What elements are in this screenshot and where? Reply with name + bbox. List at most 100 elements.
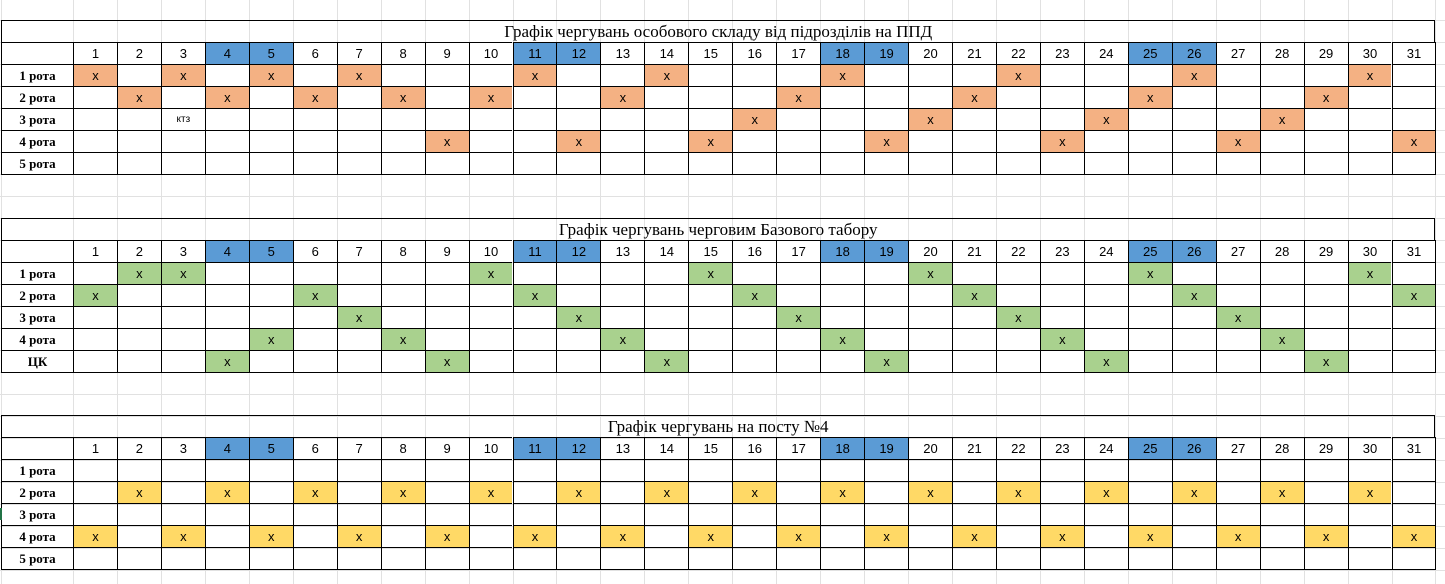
grid-cell[interactable] (1215, 328, 1260, 350)
duty-mark-cell[interactable]: х (336, 64, 381, 86)
grid-cell[interactable] (995, 328, 1040, 350)
grid-cell[interactable] (688, 86, 733, 108)
day-header-12[interactable]: 12 (556, 437, 601, 459)
grid-cell[interactable] (1303, 328, 1348, 350)
grid-cell[interactable] (468, 525, 513, 547)
grid-cell[interactable] (995, 86, 1040, 108)
grid-cell[interactable] (776, 152, 821, 174)
grid-cell[interactable] (1083, 306, 1128, 328)
duty-mark-cell[interactable]: х (468, 86, 513, 108)
grid-cell[interactable] (204, 503, 249, 525)
grid-cell[interactable] (73, 459, 117, 481)
grid-cell[interactable] (160, 481, 205, 503)
day-header-21[interactable]: 21 (952, 240, 996, 262)
grid-cell[interactable] (820, 130, 865, 152)
grid-cell[interactable] (1215, 547, 1260, 569)
grid-cell[interactable] (468, 328, 513, 350)
grid-cell[interactable] (160, 503, 205, 525)
grid-cell[interactable] (556, 459, 601, 481)
duty-mark-cell[interactable]: х (512, 525, 557, 547)
grid-cell[interactable] (776, 503, 821, 525)
day-header-16[interactable]: 16 (732, 42, 777, 64)
grid-cell[interactable] (1039, 86, 1084, 108)
grid-cell[interactable] (160, 130, 205, 152)
grid-cell[interactable] (204, 108, 249, 130)
grid-cell[interactable] (116, 152, 161, 174)
note-cell[interactable]: ктз (160, 108, 205, 130)
grid-cell[interactable] (556, 152, 601, 174)
grid-cell[interactable] (1171, 547, 1216, 569)
duty-mark-cell[interactable]: х (292, 86, 337, 108)
grid-cell[interactable] (116, 350, 161, 372)
duty-mark-cell[interactable]: х (380, 86, 425, 108)
grid-cell[interactable] (160, 350, 205, 372)
grid-cell[interactable] (292, 130, 337, 152)
grid-cell[interactable] (248, 481, 293, 503)
duty-mark-cell[interactable]: х (1127, 262, 1172, 284)
day-header-28[interactable]: 28 (1259, 240, 1304, 262)
grid-cell[interactable] (776, 547, 821, 569)
grid-cell[interactable] (1171, 86, 1216, 108)
duty-mark-cell[interactable]: х (600, 328, 645, 350)
row-label[interactable]: 1 рота (1, 64, 73, 86)
grid-cell[interactable] (160, 547, 205, 569)
grid-cell[interactable] (556, 503, 601, 525)
day-header-31[interactable]: 31 (1391, 240, 1436, 262)
grid-cell[interactable] (600, 306, 645, 328)
duty-mark-cell[interactable]: х (116, 86, 161, 108)
day-header-1[interactable]: 1 (73, 42, 117, 64)
duty-mark-cell[interactable]: х (1391, 525, 1436, 547)
grid-cell[interactable] (600, 481, 645, 503)
duty-mark-cell[interactable]: х (468, 262, 513, 284)
grid-cell[interactable] (1259, 306, 1304, 328)
row-label[interactable]: 4 рота (1, 525, 73, 547)
grid-cell[interactable] (116, 503, 161, 525)
grid-cell[interactable] (1039, 350, 1084, 372)
day-header-2[interactable]: 2 (116, 240, 161, 262)
day-header-14[interactable]: 14 (644, 437, 689, 459)
grid-cell[interactable] (644, 547, 689, 569)
duty-mark-cell[interactable]: х (204, 481, 249, 503)
grid-cell[interactable] (600, 108, 645, 130)
grid-cell[interactable] (864, 86, 909, 108)
grid-cell[interactable] (380, 262, 425, 284)
grid-cell[interactable] (556, 284, 601, 306)
day-header-30[interactable]: 30 (1347, 437, 1392, 459)
grid-cell[interactable] (556, 262, 601, 284)
grid-cell[interactable] (1391, 328, 1436, 350)
day-header-20[interactable]: 20 (908, 240, 952, 262)
grid-cell[interactable] (380, 547, 425, 569)
duty-mark-cell[interactable]: х (600, 86, 645, 108)
grid-cell[interactable] (336, 459, 381, 481)
grid-cell[interactable] (512, 262, 557, 284)
duty-mark-cell[interactable]: х (776, 86, 821, 108)
grid-cell[interactable] (1171, 350, 1216, 372)
grid-cell[interactable] (1127, 328, 1172, 350)
grid-cell[interactable] (468, 130, 513, 152)
grid-cell[interactable] (1347, 306, 1392, 328)
grid-cell[interactable] (820, 459, 865, 481)
grid-cell[interactable] (160, 306, 205, 328)
grid-cell[interactable] (248, 503, 293, 525)
grid-cell[interactable] (73, 503, 117, 525)
duty-mark-cell[interactable]: х (1347, 262, 1392, 284)
grid-cell[interactable] (1303, 130, 1348, 152)
grid-cell[interactable] (952, 152, 996, 174)
duty-mark-cell[interactable]: х (1171, 64, 1216, 86)
grid-cell[interactable] (1303, 503, 1348, 525)
grid-cell[interactable] (1039, 481, 1084, 503)
day-header-17[interactable]: 17 (776, 240, 821, 262)
grid-cell[interactable] (1259, 86, 1304, 108)
duty-mark-cell[interactable]: х (908, 262, 952, 284)
grid-cell[interactable] (600, 64, 645, 86)
day-header-25[interactable]: 25 (1127, 240, 1172, 262)
day-header-8[interactable]: 8 (380, 240, 425, 262)
duty-mark-cell[interactable]: х (1171, 284, 1216, 306)
grid-cell[interactable] (776, 350, 821, 372)
day-header-23[interactable]: 23 (1039, 437, 1084, 459)
grid-cell[interactable] (1083, 64, 1128, 86)
grid-cell[interactable] (600, 284, 645, 306)
duty-mark-cell[interactable]: х (864, 350, 909, 372)
grid-cell[interactable] (600, 152, 645, 174)
grid-cell[interactable] (336, 328, 381, 350)
